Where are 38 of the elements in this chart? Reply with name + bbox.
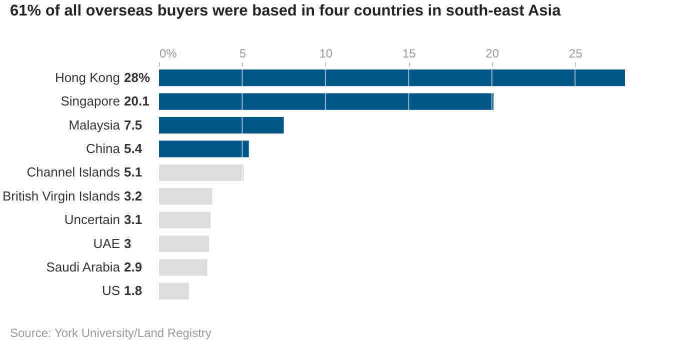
source-note: Source: York University/Land Registry [10,326,212,340]
data-label: 3 [124,236,132,251]
bar [159,93,494,110]
y-tick-label: Channel Islands [26,164,120,180]
bar [159,116,284,134]
y-tick-label: Hong Kong [54,70,120,85]
y-tick-label: Malaysia [68,117,121,132]
y-tick-label: Saudi Arabia [46,259,121,274]
bar [159,235,209,252]
bar [159,140,249,158]
bar [159,259,208,276]
y-tick-label: UAE [93,236,120,251]
data-label: 5.1 [124,164,142,180]
x-tick-label: 5 [239,46,246,60]
bar [159,282,189,300]
bar [159,70,625,86]
data-label: 20.1 [124,94,150,109]
bar [159,188,212,205]
chart-title: 61% of all overseas buyers were based in four countries in south-east Asia [10,2,562,20]
y-tick-label: Singapore [60,94,120,109]
y-tick-label: US [102,283,120,298]
bar [159,164,244,181]
x-tick-label: 0% [160,46,178,60]
x-tick-label: 20 [486,46,500,60]
x-tick-label: 25 [568,46,583,60]
y-tick-label: British Virgin Islands [2,188,120,204]
x-tick-label: 15 [402,46,416,60]
data-label: 1.8 [124,283,142,298]
x-tick-label: 10 [319,46,333,60]
data-label: 2.9 [124,259,142,274]
y-tick-label: China [86,140,121,156]
y-tick-label: Uncertain [64,212,120,228]
data-label: 28% [124,70,150,85]
data-label: 5.4 [124,140,143,156]
data-label: 7.5 [124,117,142,132]
data-label: 3.2 [124,188,142,204]
bar [159,212,211,228]
data-label: 3.1 [124,212,142,228]
